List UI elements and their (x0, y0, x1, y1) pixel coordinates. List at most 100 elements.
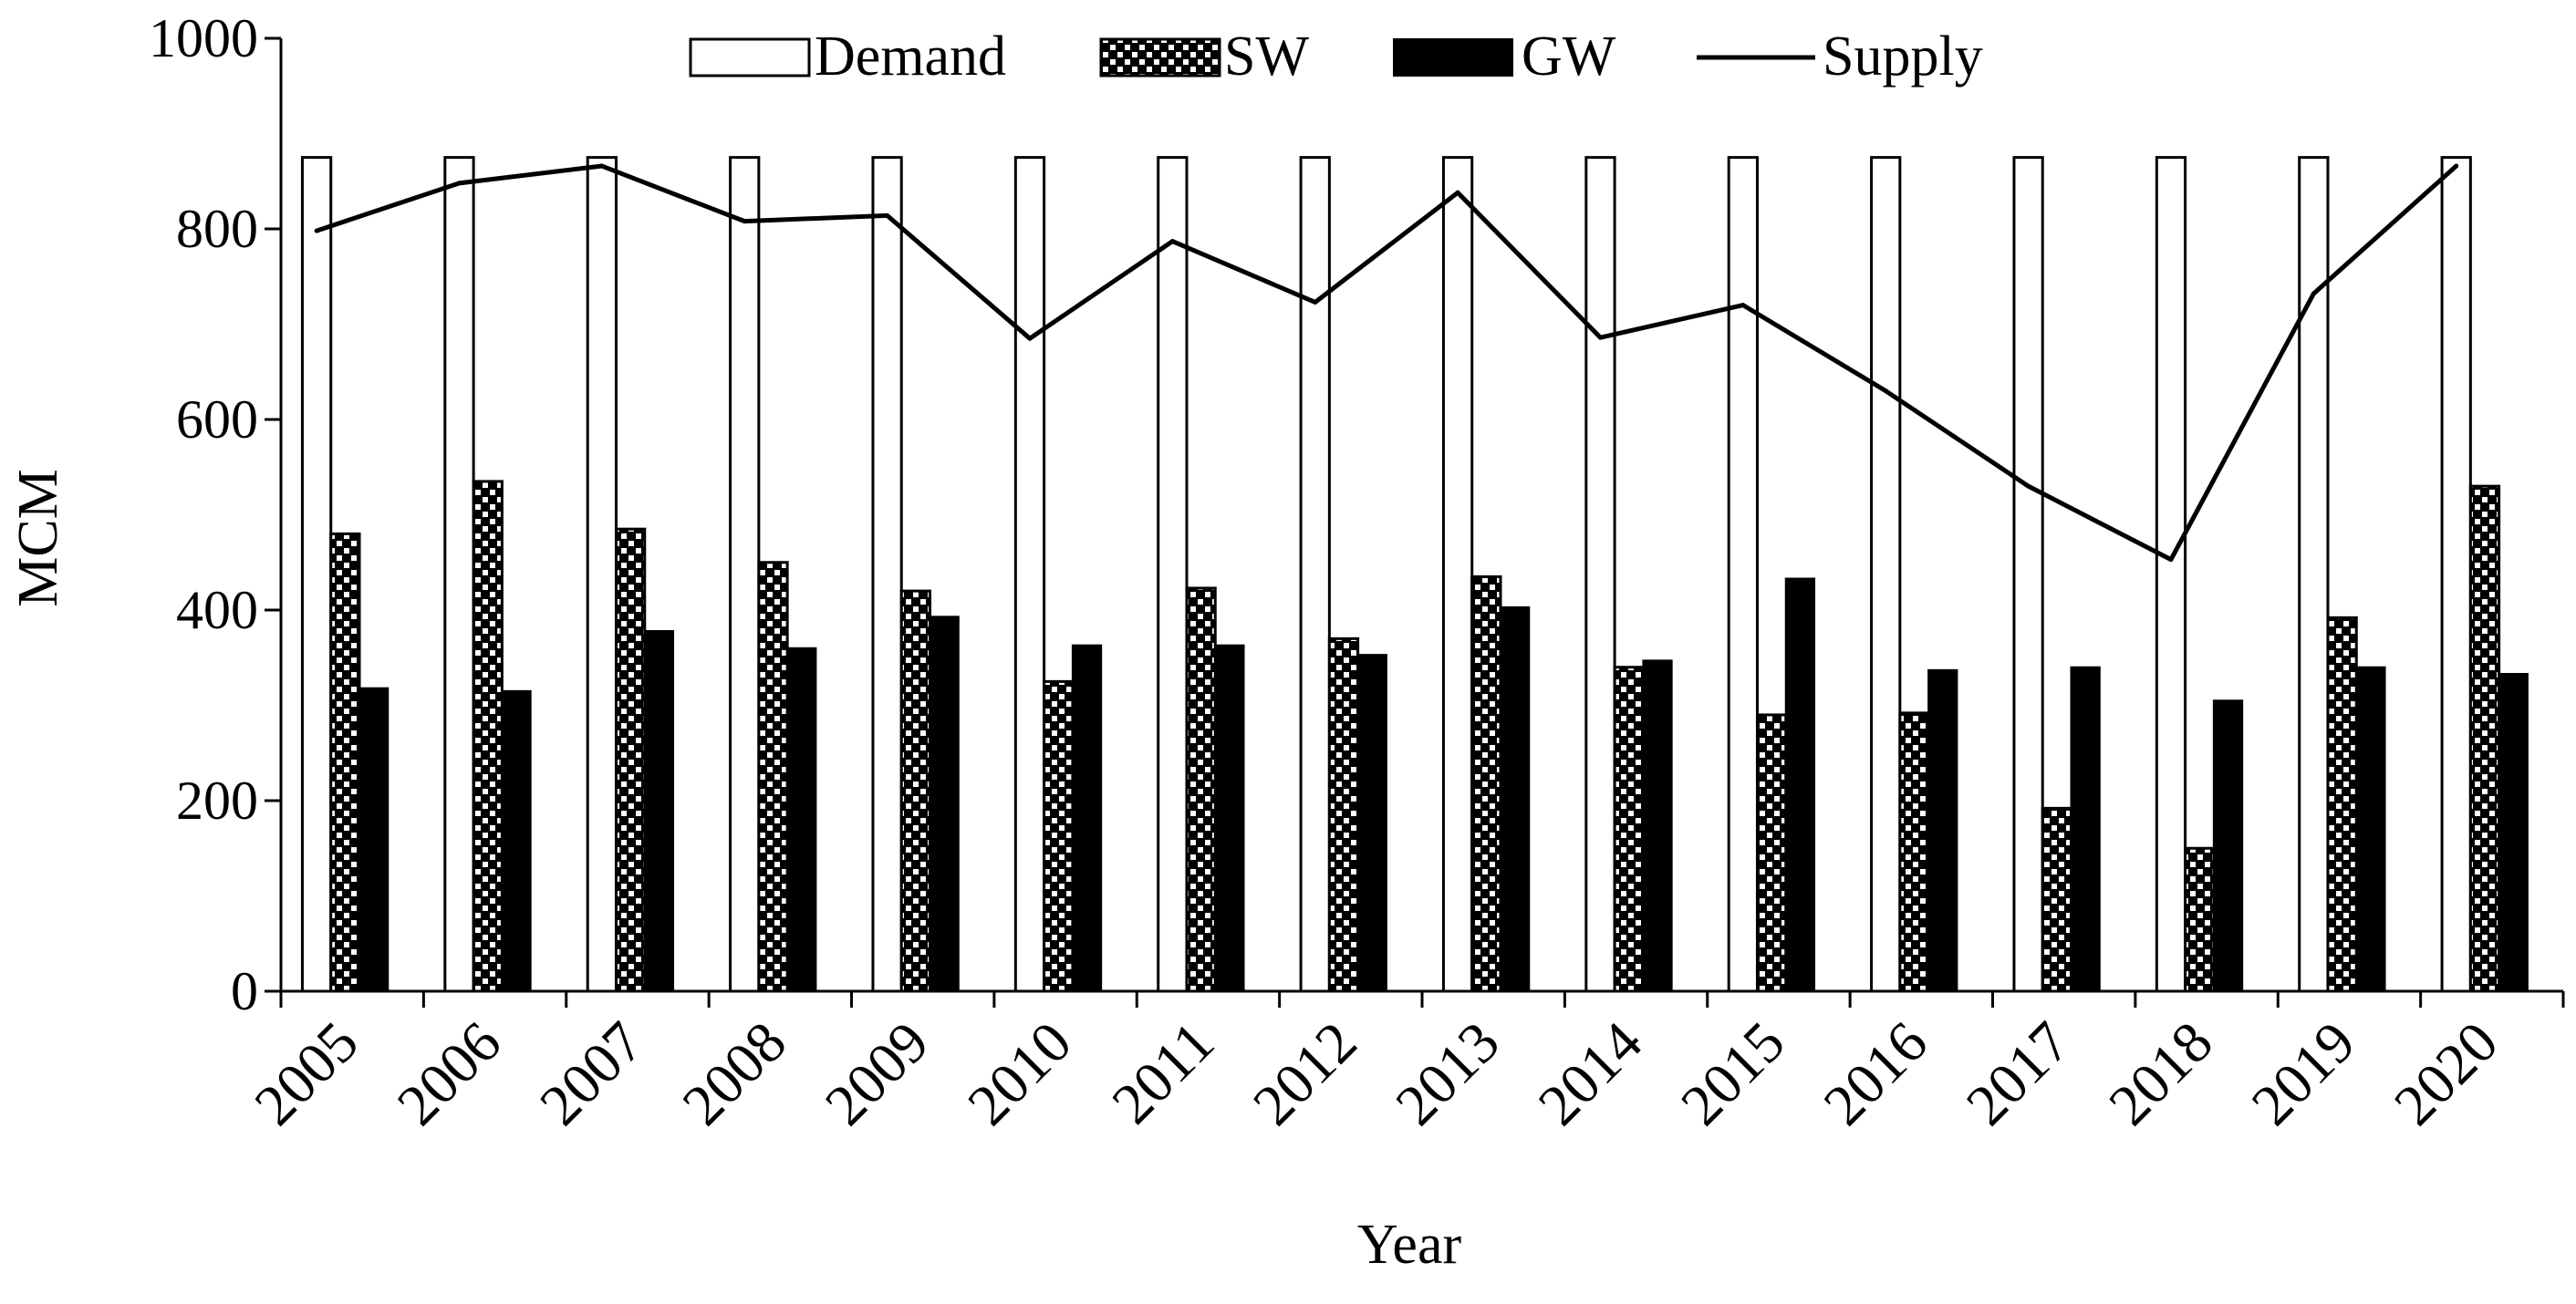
legend-label-sw: SW (1224, 26, 1309, 88)
bar-demand-2016 (1870, 156, 1902, 993)
bar-sw-2014 (1613, 666, 1645, 993)
supply-point-2019 (2311, 291, 2316, 296)
legend-swatch-sw (1099, 37, 1221, 78)
supply-point-2013 (1455, 190, 1460, 195)
x-tick-label-2011: 2011 (1099, 1009, 1226, 1136)
bar-gw-2006 (501, 689, 532, 992)
bar-gw-2014 (1642, 659, 1673, 992)
y-tick-label: 0 (231, 961, 258, 1021)
bar-demand-2013 (1441, 156, 1474, 993)
x-tick-label-2016: 2016 (1811, 1009, 1939, 1138)
bar-sw-2019 (2326, 616, 2358, 993)
bar-sw-2017 (2041, 806, 2073, 993)
bar-gw-2017 (2070, 666, 2101, 992)
x-tick-label-2017: 2017 (1954, 1009, 2083, 1138)
bar-demand-2012 (1299, 156, 1331, 993)
x-tick-label-2005: 2005 (242, 1009, 370, 1138)
bar-demand-2018 (2155, 156, 2187, 993)
supply-point-2017 (2026, 483, 2031, 489)
legend-item-gw: GW (1393, 26, 1616, 88)
legend-label-demand: Demand (815, 26, 1006, 88)
supply-point-2015 (1740, 303, 1746, 308)
supply-point-2007 (599, 163, 605, 169)
bars (300, 156, 2529, 993)
supply-line-layer (314, 163, 2459, 563)
supply-point-2018 (2168, 557, 2174, 563)
bar-gw-2008 (786, 647, 817, 992)
bar-gw-2019 (2355, 666, 2386, 992)
supply-point-2014 (1597, 335, 1603, 340)
bar-sw-2011 (1185, 586, 1217, 993)
y-tick-label: 1000 (149, 8, 258, 68)
bar-demand-2005 (300, 156, 333, 993)
x-tick-label-2018: 2018 (2096, 1009, 2225, 1138)
bar-demand-2017 (2012, 156, 2044, 993)
bar-demand-2011 (1157, 156, 1189, 993)
bar-gw-2010 (1071, 644, 1103, 992)
axes (279, 38, 2565, 1008)
bar-sw-2012 (1327, 636, 1360, 993)
x-tick-label-2009: 2009 (813, 1009, 941, 1138)
x-tick-label-2014: 2014 (1526, 1009, 1655, 1138)
x-tick-label-2010: 2010 (955, 1009, 1084, 1138)
x-tick-label-2015: 2015 (1668, 1009, 1797, 1138)
bar-sw-2006 (472, 480, 504, 993)
bar-demand-2020 (2440, 156, 2472, 993)
x-tick-label-2012: 2012 (1241, 1009, 1369, 1138)
y-tick-label: 600 (176, 389, 258, 450)
bar-sw-2015 (1755, 713, 1788, 993)
legend-swatch-demand (689, 37, 811, 78)
bar-sw-2005 (329, 532, 361, 993)
supply-point-2006 (456, 181, 462, 186)
bar-demand-2006 (443, 156, 475, 993)
bar-gw-2018 (2212, 699, 2244, 993)
legend-item-supply: Supply (1697, 26, 1983, 88)
bar-gw-2012 (1356, 654, 1387, 992)
supply-point-2009 (885, 212, 890, 218)
x-tick-label-2019: 2019 (2239, 1009, 2368, 1138)
legend-label-gw: GW (1522, 26, 1616, 88)
x-tick-label-2008: 2008 (670, 1009, 798, 1138)
y-tick-label: 200 (176, 771, 258, 831)
legend-item-demand: Demand (689, 26, 1006, 88)
x-tick-label-2007: 2007 (527, 1009, 656, 1138)
x-tick-label-2013: 2013 (1383, 1009, 1511, 1138)
bar-sw-2018 (2184, 846, 2216, 993)
bar-demand-2015 (1727, 156, 1759, 993)
bar-gw-2005 (358, 687, 390, 992)
x-axis-title: Year (1357, 1214, 1462, 1276)
bar-sw-2008 (757, 561, 789, 993)
bar-gw-2015 (1784, 577, 1816, 992)
bar-gw-2016 (1927, 668, 1958, 993)
bar-sw-2007 (614, 527, 647, 993)
bar-sw-2020 (2468, 484, 2501, 993)
bar-demand-2009 (871, 156, 903, 993)
bar-sw-2009 (899, 589, 932, 993)
bar-sw-2013 (1470, 574, 1502, 993)
supply-point-2016 (1883, 388, 1888, 394)
y-axis-ticks: 0 200 400 600 800 1000 (149, 8, 281, 1021)
legend-swatch-gw (1393, 38, 1513, 77)
bar-gw-2007 (643, 629, 675, 992)
bar-gw-2009 (929, 616, 960, 992)
y-tick-label: 400 (176, 580, 258, 640)
supply-point-2010 (1027, 336, 1033, 341)
supply-point-2011 (1169, 239, 1175, 244)
x-tick-label-2006: 2006 (385, 1009, 514, 1138)
supply-point-2008 (742, 219, 747, 224)
bar-demand-2014 (1584, 156, 1616, 993)
supply-point-2012 (1313, 299, 1318, 305)
supply-point-2020 (2454, 163, 2459, 169)
y-tick-label: 800 (176, 199, 258, 259)
bar-gw-2011 (1214, 644, 1245, 992)
bar-sw-2010 (1043, 679, 1075, 993)
legend-item-sw: SW (1099, 26, 1309, 88)
supply-line (316, 163, 2458, 563)
bar-demand-2008 (729, 156, 761, 993)
x-tick-label-2020: 2020 (2382, 1009, 2510, 1138)
bar-demand-2007 (586, 156, 618, 993)
bar-gw-2013 (1500, 605, 1531, 992)
bar-gw-2020 (2498, 673, 2529, 992)
x-axis-tick-labels: 2005 2006 2007 2008 2009 2010 2011 2012 2013 2014… (242, 1009, 2509, 1138)
